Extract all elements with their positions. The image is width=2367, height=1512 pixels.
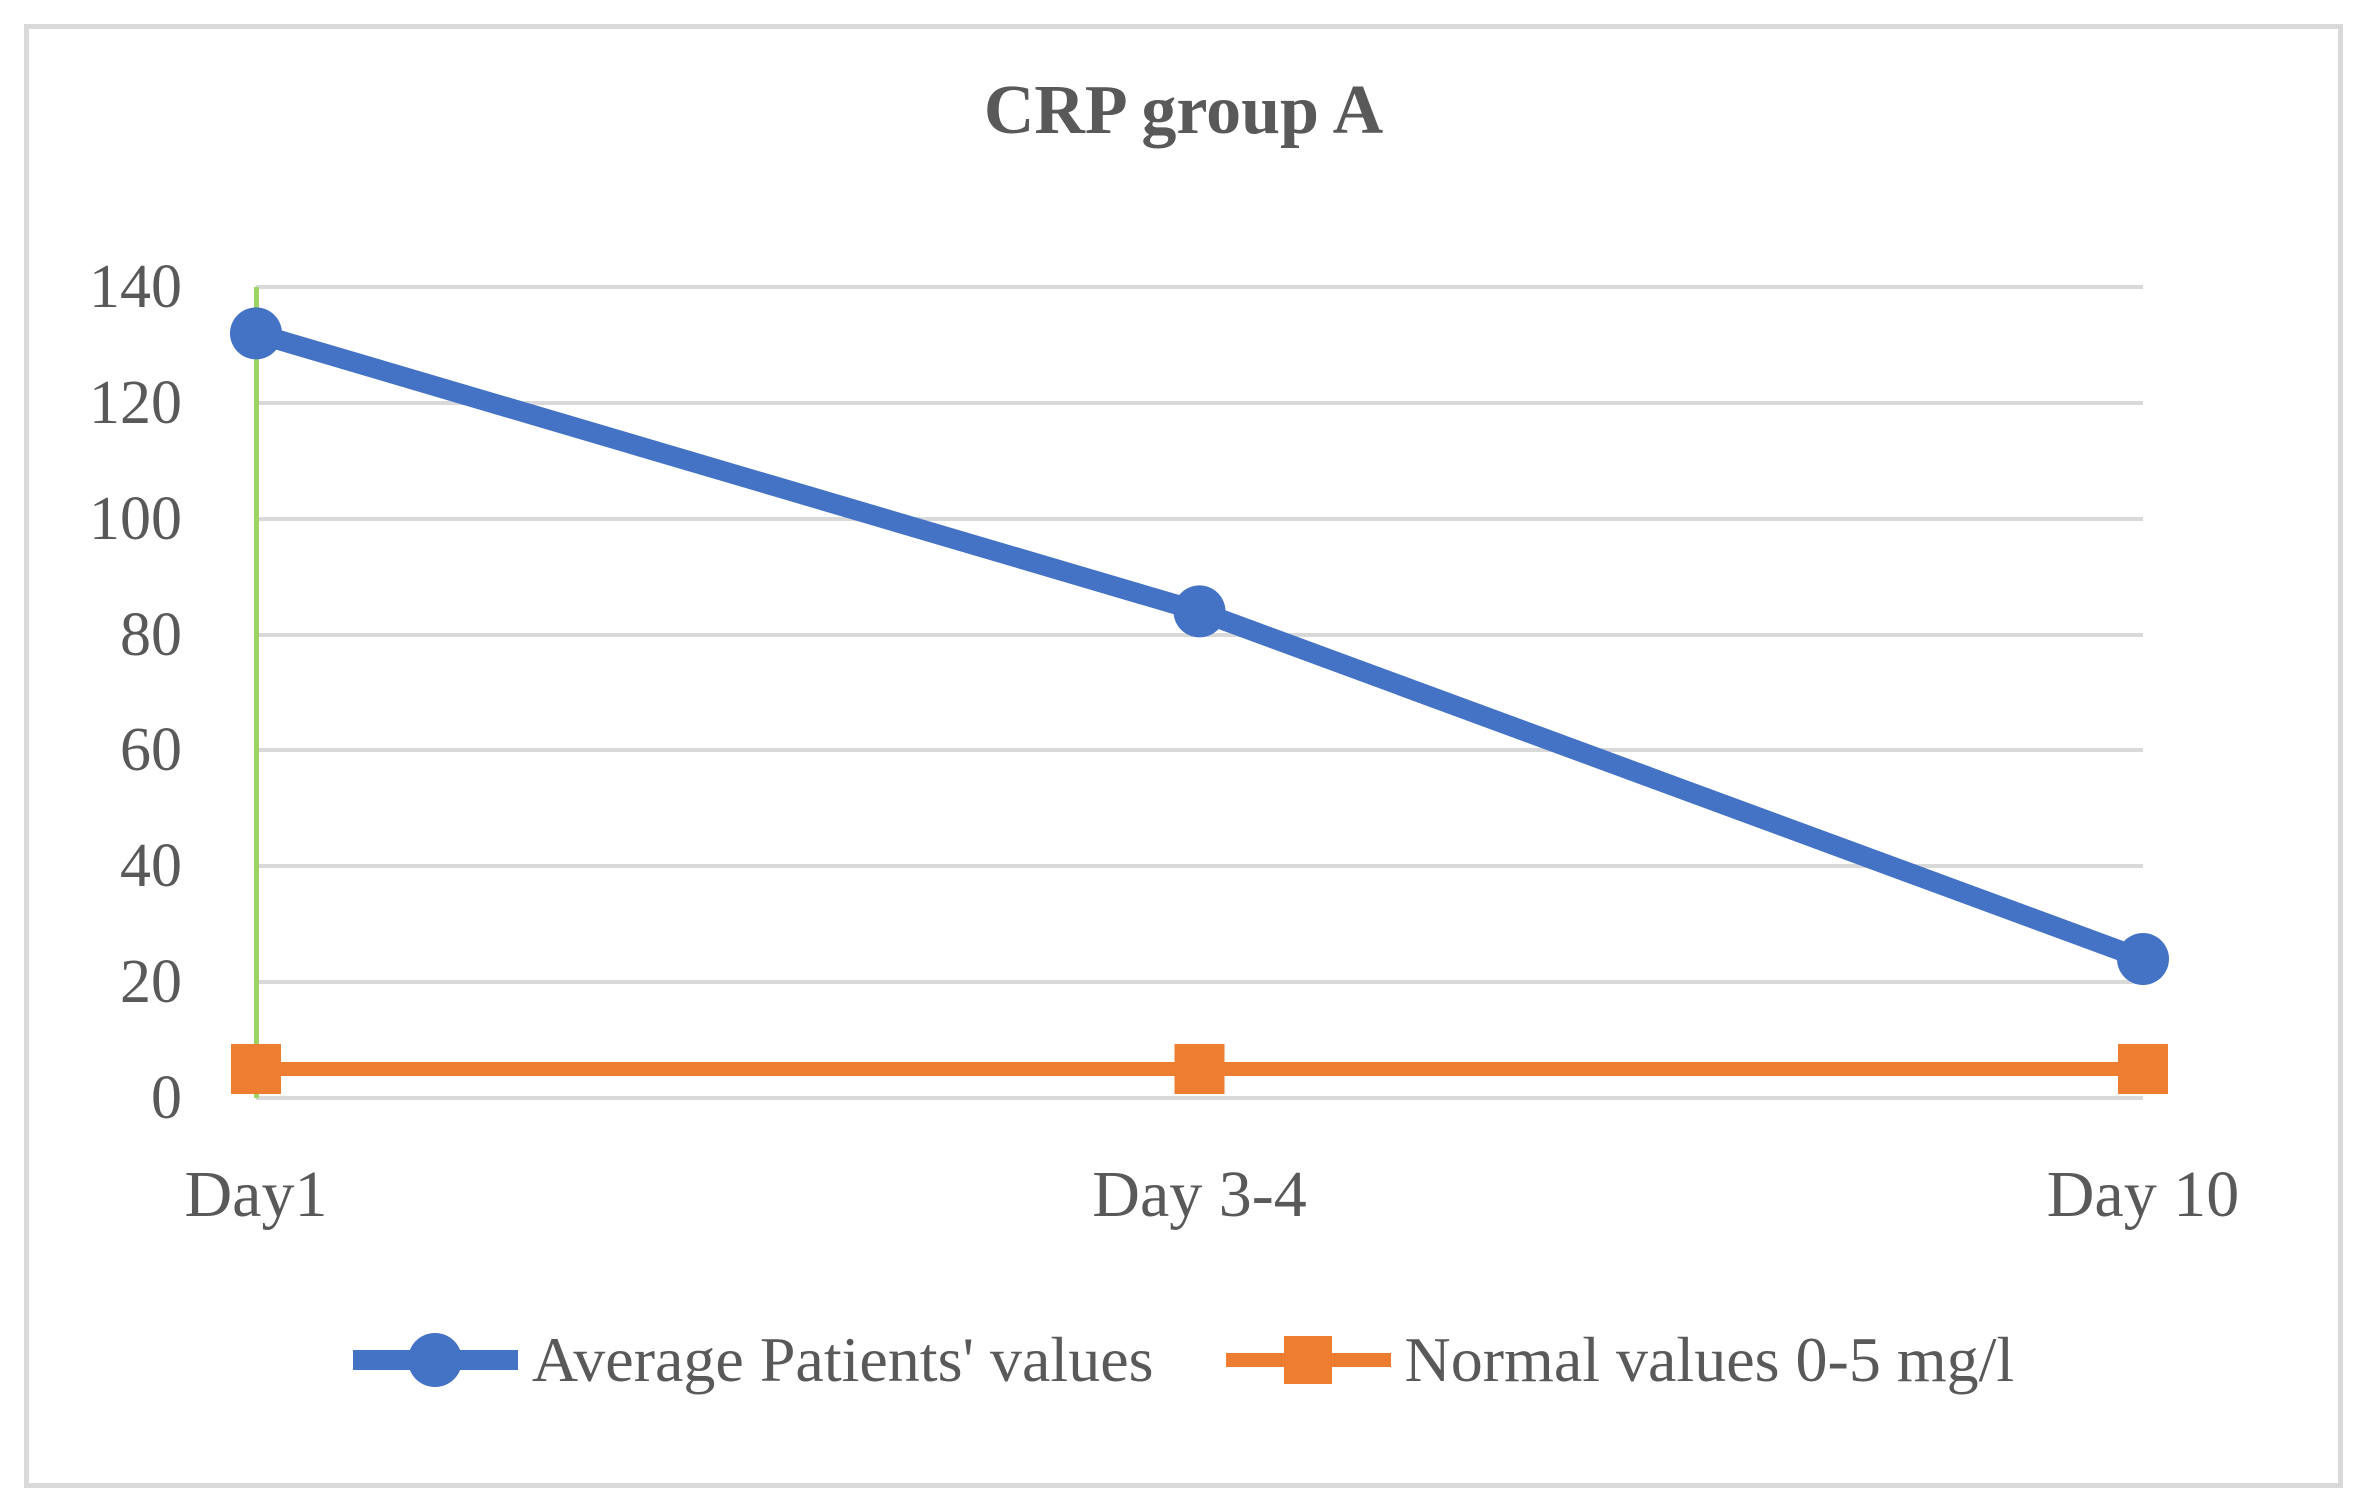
line-square-marker-icon — [1225, 1336, 1391, 1384]
data-point-marker — [230, 307, 282, 360]
data-point-marker — [2118, 1044, 2168, 1095]
data-point-marker — [231, 1044, 281, 1095]
gridline-y-20 — [256, 980, 2143, 985]
chart-title: CRP group A — [983, 72, 1384, 149]
x-tick-label-0: Day1 — [184, 1158, 328, 1231]
legend-item-average-patients-values: Average Patients' values — [352, 1324, 1154, 1395]
gridline-y-140 — [256, 285, 2143, 289]
y-tick-label-40: 40 — [120, 832, 182, 901]
x-tick-label-2: Day 10 — [2046, 1158, 2240, 1231]
series-plot — [230, 307, 2169, 1095]
y-tick-label-20: 20 — [120, 948, 182, 1017]
x-tick-label-1: Day 3-4 — [1092, 1158, 1307, 1231]
y-tick-label-140: 140 — [89, 253, 182, 321]
series-line — [253, 323, 2147, 969]
legend: Average Patients' values Normal values 0… — [0, 1308, 2367, 1412]
y-axis-tick-labels: 0 20 40 60 80 100 120 140 — [0, 256, 182, 1129]
y-tick-label-100: 100 — [89, 484, 182, 553]
data-point-marker — [2117, 932, 2169, 985]
y-tick-label-80: 80 — [120, 600, 182, 669]
gridline-y-40 — [256, 864, 2143, 869]
data-point-marker — [1174, 1044, 1225, 1095]
legend-label-normal-values: Normal values 0-5 mg/l — [1404, 1324, 2015, 1395]
legend-label-average-patients-values: Average Patients' values — [531, 1324, 1154, 1395]
legend-item-normal-values: Normal values 0-5 mg/l — [1225, 1324, 2015, 1395]
y-tick-label-60: 60 — [120, 716, 182, 785]
gridline-y-0 — [256, 1096, 2143, 1100]
plot-area — [230, 285, 2169, 1100]
gridline-y-100 — [256, 516, 2143, 521]
x-axis-labels: Day1 Day 3-4 Day 10 — [185, 1158, 2240, 1252]
y-tick-label-0: 0 — [151, 1064, 182, 1132]
gridline-y-60 — [256, 748, 2143, 753]
y-axis-line — [254, 287, 259, 1098]
y-tick-label-120: 120 — [89, 368, 182, 437]
gridline-y-120 — [256, 400, 2143, 405]
data-point-marker — [1173, 585, 1226, 638]
line-circle-marker-icon — [352, 1333, 518, 1387]
